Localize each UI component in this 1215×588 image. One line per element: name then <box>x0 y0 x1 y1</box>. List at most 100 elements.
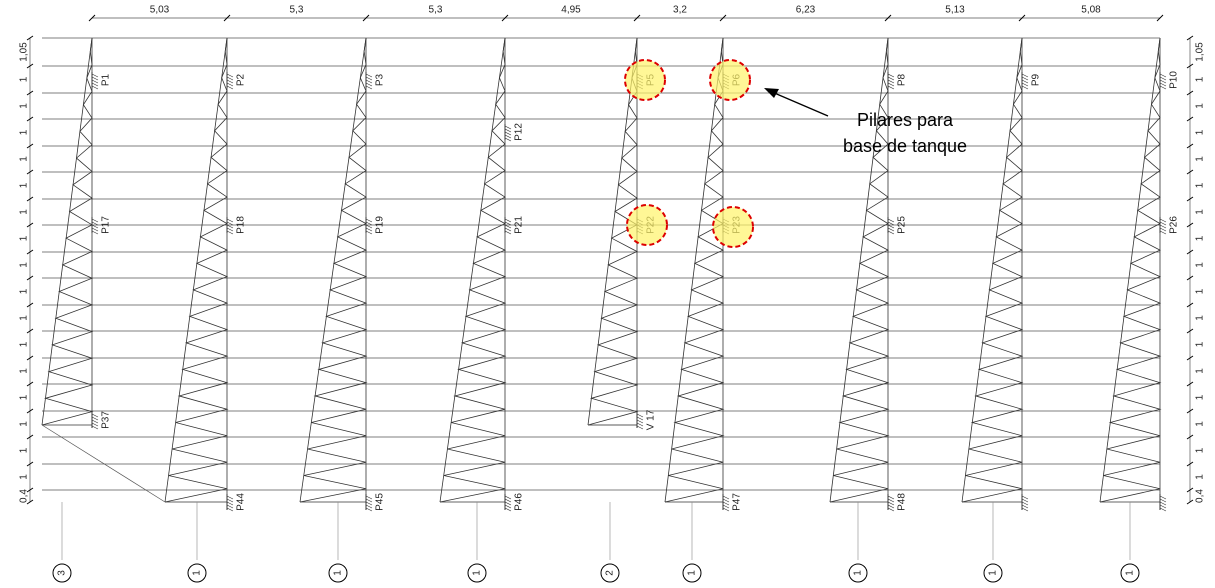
support-hatch <box>887 224 895 229</box>
pillar-label: P1 <box>101 73 112 86</box>
support-hatch <box>1021 495 1029 500</box>
support-hatch <box>636 413 644 418</box>
side-label: 1 <box>1195 182 1206 188</box>
side-label: 1 <box>1195 235 1206 241</box>
support-hatch <box>504 507 512 512</box>
side-label: 0,4 <box>19 489 30 503</box>
dimension-label: 5,13 <box>945 5 965 16</box>
side-label: 1 <box>19 447 30 453</box>
support-hatch <box>91 422 99 427</box>
dimension-tick <box>362 14 370 22</box>
support-hatch <box>504 134 512 139</box>
support-hatch <box>887 73 895 78</box>
support-hatch <box>504 221 512 226</box>
support-hatch <box>504 498 512 503</box>
side-tick <box>1186 169 1194 175</box>
truss-chord <box>664 37 724 503</box>
truss-chord <box>439 37 506 503</box>
side-tick <box>1186 35 1194 41</box>
truss-chord <box>1099 37 1161 503</box>
support-hatch <box>1159 79 1167 84</box>
support-hatch <box>226 504 234 509</box>
side-label: 1 <box>19 368 30 374</box>
truss <box>299 37 368 503</box>
support-hatch <box>636 416 644 421</box>
support-hatch <box>91 218 99 223</box>
truss-web <box>299 37 368 503</box>
side-label: 1 <box>1195 315 1206 321</box>
support-hatch <box>722 501 730 506</box>
support-hatch <box>1159 501 1167 506</box>
support-hatch <box>226 501 234 506</box>
support-hatch <box>91 230 99 235</box>
truss-web <box>41 37 94 426</box>
side-tick <box>26 222 34 228</box>
grid-bubble <box>52 563 72 583</box>
dimension-label: 6,23 <box>796 5 816 16</box>
truss-web <box>164 37 229 503</box>
side-tick <box>1186 355 1194 361</box>
support-hatch <box>504 128 512 133</box>
dimension-label: 5,08 <box>1081 5 1101 16</box>
side-tick <box>26 328 34 334</box>
truss-chord <box>587 37 638 426</box>
dimension-tick <box>223 14 231 22</box>
support-hatch <box>226 227 234 232</box>
grid-marker: 1 <box>333 570 344 576</box>
support-hatch <box>1159 498 1167 503</box>
pillar-label: P45 <box>375 493 386 511</box>
support-hatch <box>365 224 373 229</box>
support-hatch <box>1021 82 1029 87</box>
support-hatch <box>1159 218 1167 223</box>
support-hatch <box>887 230 895 235</box>
side-tick <box>1186 116 1194 122</box>
pillar-label: P37 <box>101 411 112 429</box>
support-hatch <box>91 79 99 84</box>
support-hatch <box>1021 79 1029 84</box>
support-hatch <box>1159 227 1167 232</box>
support-hatch <box>887 504 895 509</box>
truss-web <box>439 37 507 503</box>
support-hatch <box>636 422 644 427</box>
pillar-label: P47 <box>732 493 743 511</box>
truss-web <box>961 37 1024 503</box>
side-tick <box>1186 381 1194 387</box>
grid-bubble <box>600 563 620 583</box>
support-hatch <box>887 85 895 90</box>
truss-web <box>1099 37 1162 503</box>
pillar-label: P8 <box>897 73 908 86</box>
support-hatch <box>365 498 373 503</box>
side-label: 1 <box>1195 368 1206 374</box>
support-hatch <box>722 498 730 503</box>
support-hatch <box>226 85 234 90</box>
support-hatch <box>365 85 373 90</box>
dimension-tick <box>88 14 96 22</box>
truss <box>664 37 725 503</box>
support-hatch <box>365 82 373 87</box>
pillar-label: P17 <box>101 216 112 234</box>
side-tick <box>1186 328 1194 334</box>
support-hatch <box>91 413 99 418</box>
grid-bubble <box>848 563 868 583</box>
truss <box>164 37 229 503</box>
support-hatch <box>887 495 895 500</box>
support-hatch <box>365 230 373 235</box>
support-hatch <box>504 227 512 232</box>
grid-marker: 1 <box>853 570 864 576</box>
side-tick <box>26 381 34 387</box>
side-label: 1 <box>19 341 30 347</box>
truss-chord <box>41 37 93 426</box>
side-tick <box>26 116 34 122</box>
side-label: 1 <box>1195 288 1206 294</box>
side-label: 1 <box>19 474 30 480</box>
support-hatch <box>226 79 234 84</box>
side-label: 0,4 <box>1195 489 1206 503</box>
support-hatch <box>887 221 895 226</box>
support-hatch <box>504 125 512 130</box>
support-hatch <box>1159 82 1167 87</box>
side-tick <box>26 35 34 41</box>
side-tick <box>1186 408 1194 414</box>
side-label: 1 <box>1195 103 1206 109</box>
support-hatch <box>365 76 373 81</box>
support-hatch <box>91 73 99 78</box>
